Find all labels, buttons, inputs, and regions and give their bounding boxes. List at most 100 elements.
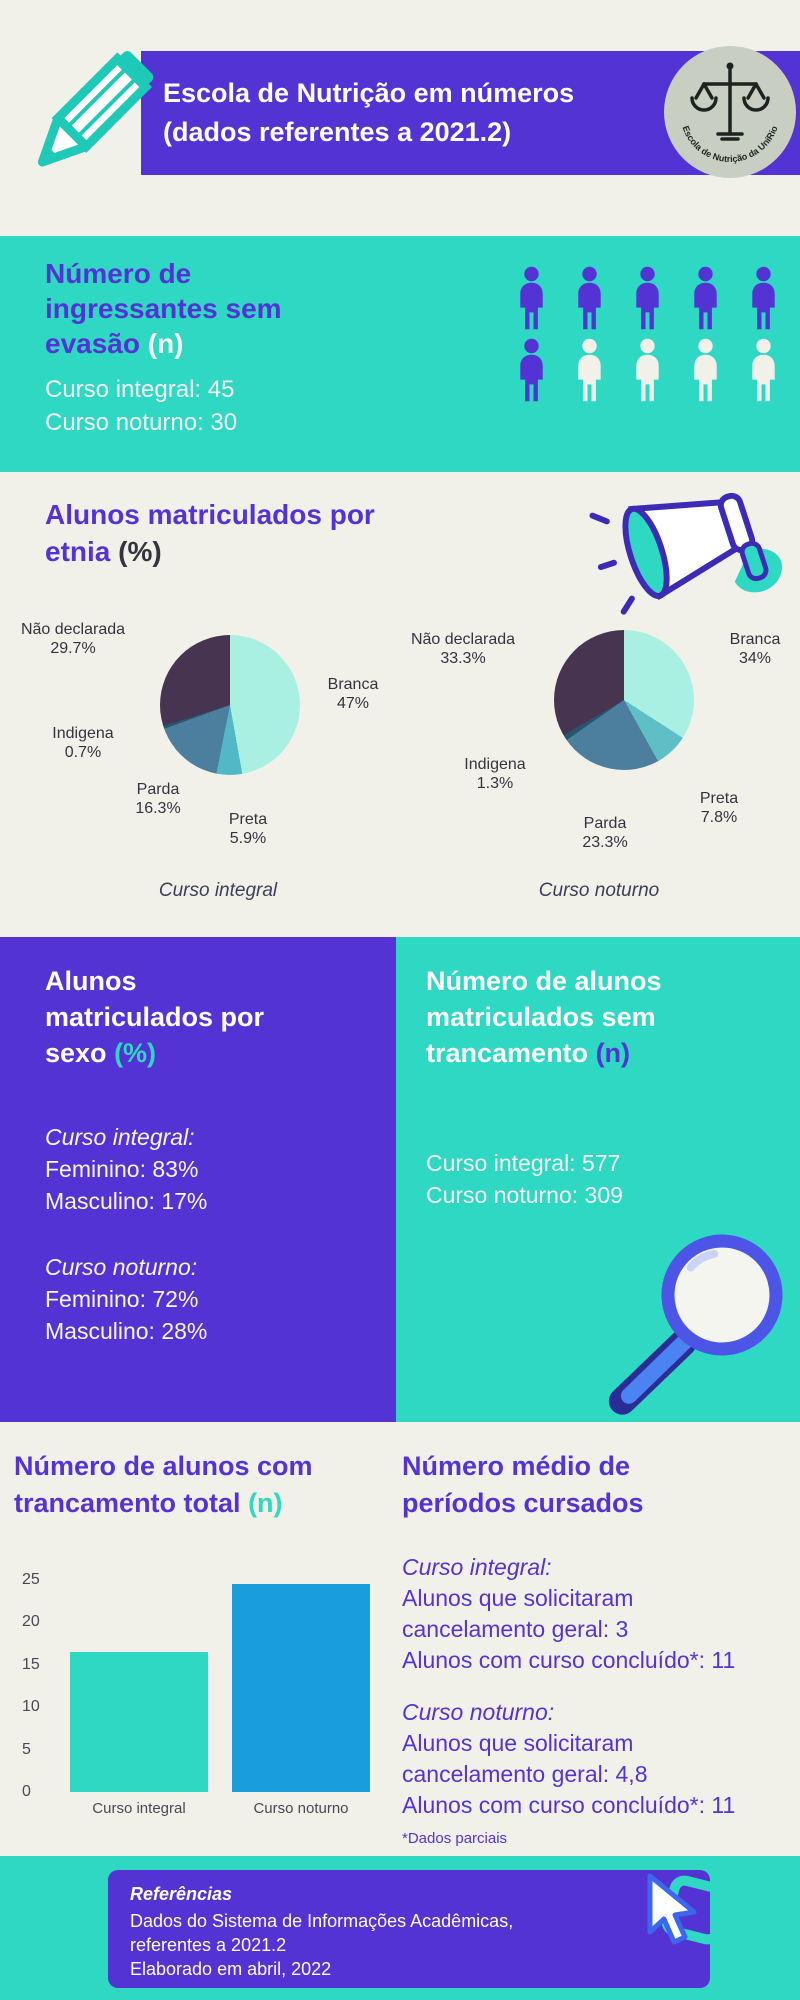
group-label: Curso noturno: xyxy=(45,1254,198,1280)
references-box: Referências Dados do Sistema de Informaç… xyxy=(108,1870,710,1988)
person-icon xyxy=(567,338,612,402)
group-label: Curso integral: xyxy=(45,1124,195,1150)
text-line: cancelamento geral: 3 xyxy=(402,1616,629,1642)
pictogram-row-1 xyxy=(509,266,786,330)
reference-line: Dados do Sistema de Informações Acadêmic… xyxy=(130,1911,514,1931)
title-line: Número médio de xyxy=(402,1451,631,1481)
person-icon xyxy=(625,338,670,402)
value-masculino: Masculino: 28% xyxy=(45,1318,208,1344)
page-title: Escola de Nutrição em números (dados ref… xyxy=(141,74,574,152)
sexo-title: Alunos matriculados por sexo (%) xyxy=(45,963,374,1071)
title-suffix-n: (n) xyxy=(595,1038,631,1068)
bar-plot-area: 25 20 15 10 5 0 xyxy=(22,1571,374,1800)
pie-label-preta: Preta 7.8% xyxy=(699,790,739,826)
pie-label-parda: Parda 16.3% xyxy=(135,781,181,817)
reference-line: referentes a 2021.2 xyxy=(130,1935,287,1955)
pie-caption-curso-noturno: Curso noturno xyxy=(538,880,660,901)
ingressantes-values: Curso integral: 45 Curso noturno: 30 xyxy=(45,373,282,439)
title-line: matriculados sem xyxy=(426,1002,656,1032)
pie-label-parda: Parda 23.3% xyxy=(582,815,628,851)
text-line: Alunos que solicitaram xyxy=(402,1585,634,1611)
panel-sexo: Alunos matriculados por sexo (%) Curso i… xyxy=(0,937,396,1422)
x-label-curso-noturno: Curso noturno xyxy=(253,1800,349,1817)
section-split: Alunos matriculados por sexo (%) Curso i… xyxy=(0,937,800,1422)
ingressantes-title: Número de ingressantes sem evasão (n) xyxy=(45,256,282,361)
section-bottom: Número de alunos com trancamento total (… xyxy=(0,1422,800,1856)
magnifier-icon xyxy=(602,1213,800,1428)
bar-curso-integral xyxy=(70,1652,208,1792)
periodos-title: Número médio de períodos cursados xyxy=(402,1448,644,1522)
title-suffix-pct: (%) xyxy=(118,536,162,567)
references-title: Referências xyxy=(130,1884,233,1904)
person-icon xyxy=(625,266,670,330)
value-feminino: Feminino: 83% xyxy=(45,1156,199,1182)
title-line: períodos cursados xyxy=(402,1488,644,1518)
reference-line: Elaborado em abril, 2022 xyxy=(130,1959,332,1979)
megaphone-icon xyxy=(589,448,800,636)
sem-trancamento-values: Curso integral: 577 Curso noturno: 309 xyxy=(426,1147,786,1211)
value-curso-integral: Curso integral: 45 xyxy=(45,376,235,403)
footer: Referências Dados do Sistema de Informaç… xyxy=(0,1856,800,2000)
scales-icon xyxy=(690,62,770,141)
footnote: *Dados parciais xyxy=(402,1830,508,1847)
title-line: Número de alunos com xyxy=(14,1451,313,1481)
pie-label-nao-declarada: Não declarada 33.3% xyxy=(410,631,516,667)
title-line: evasão xyxy=(45,328,140,359)
value-curso-noturno: Curso noturno: 309 xyxy=(426,1182,623,1208)
logo-badge: Escola de Nutrição da UniRio xyxy=(660,42,800,182)
people-pictogram xyxy=(509,266,786,402)
pie-label-branca: Branca 47% xyxy=(327,676,379,712)
value-curso-noturno: Curso noturno: 30 xyxy=(45,409,238,436)
title-line: trancamento total xyxy=(14,1488,241,1518)
trancamento-total-title: Número de alunos com trancamento total (… xyxy=(14,1448,313,1522)
title-line: ingressantes sem xyxy=(45,293,282,324)
person-icon xyxy=(741,266,786,330)
group-label: Curso noturno: xyxy=(402,1699,555,1725)
person-icon xyxy=(509,338,554,402)
pie-label-indigena: Indigena 1.3% xyxy=(464,756,526,792)
section-etnia: Alunos matriculados por etnia (%) xyxy=(0,472,800,937)
etnia-title: Alunos matriculados por etnia (%) xyxy=(45,496,375,570)
title-line: Alunos xyxy=(45,966,137,996)
title-line: Alunos matriculados por xyxy=(45,499,375,530)
title-line: trancamento xyxy=(426,1038,589,1068)
title-line: Número de alunos xyxy=(426,966,662,996)
x-label-curso-integral: Curso integral xyxy=(92,1800,186,1817)
text-line: Alunos com curso concluído*: 11 xyxy=(402,1792,736,1818)
pie-chart-curso-noturno xyxy=(554,630,694,770)
trancamento-bar-chart: 25 20 15 10 5 0 Curso integral Curso not… xyxy=(16,1571,386,1840)
person-icon xyxy=(741,338,786,402)
title-line: etnia xyxy=(45,536,111,567)
person-icon xyxy=(683,266,728,330)
value-feminino: Feminino: 72% xyxy=(45,1286,199,1312)
sexo-group-integral: Curso integral: Feminino: 83% Masculino:… xyxy=(45,1121,374,1217)
y-tick: 20 xyxy=(22,1613,40,1630)
sexo-group-noturno: Curso noturno: Feminino: 72% Masculino: … xyxy=(45,1251,374,1347)
pie-label-preta: Preta 5.9% xyxy=(228,811,268,847)
text-line: Alunos com curso concluído*: 11 xyxy=(402,1647,736,1673)
value-masculino: Masculino: 17% xyxy=(45,1188,208,1214)
person-icon xyxy=(683,338,728,402)
title-suffix-n: (n) xyxy=(147,328,184,359)
page-title-line1: Escola de Nutrição em números xyxy=(163,78,575,108)
title-line: Número de xyxy=(45,258,192,289)
y-tick: 5 xyxy=(22,1741,31,1758)
section-ingressantes: Número de ingressantes sem evasão (n) Cu… xyxy=(0,236,800,472)
panel-sem-trancamento: Número de alunos matriculados sem tranca… xyxy=(396,937,800,1422)
page-title-line2: (dados referentes a 2021.2) xyxy=(163,117,512,147)
title-suffix-n: (n) xyxy=(248,1488,283,1518)
pie-label-branca: Branca 34% xyxy=(729,631,781,667)
pie-label-nao-declarada: Não declarada 29.7% xyxy=(20,621,126,657)
text-line: cancelamento geral: 4,8 xyxy=(402,1761,648,1787)
cursor-icon xyxy=(636,1866,736,1974)
y-tick: 25 xyxy=(22,1571,40,1588)
value-curso-integral: Curso integral: 577 xyxy=(426,1150,621,1176)
title-line: matriculados por xyxy=(45,1002,265,1032)
pie-caption-curso-integral: Curso integral xyxy=(158,880,278,901)
pencil-icon xyxy=(0,26,165,216)
title-line: sexo xyxy=(45,1038,107,1068)
group-label: Curso integral: xyxy=(402,1554,552,1580)
pictogram-row-2 xyxy=(509,338,786,402)
pie-label-indigena: Indigena 0.7% xyxy=(52,725,114,761)
